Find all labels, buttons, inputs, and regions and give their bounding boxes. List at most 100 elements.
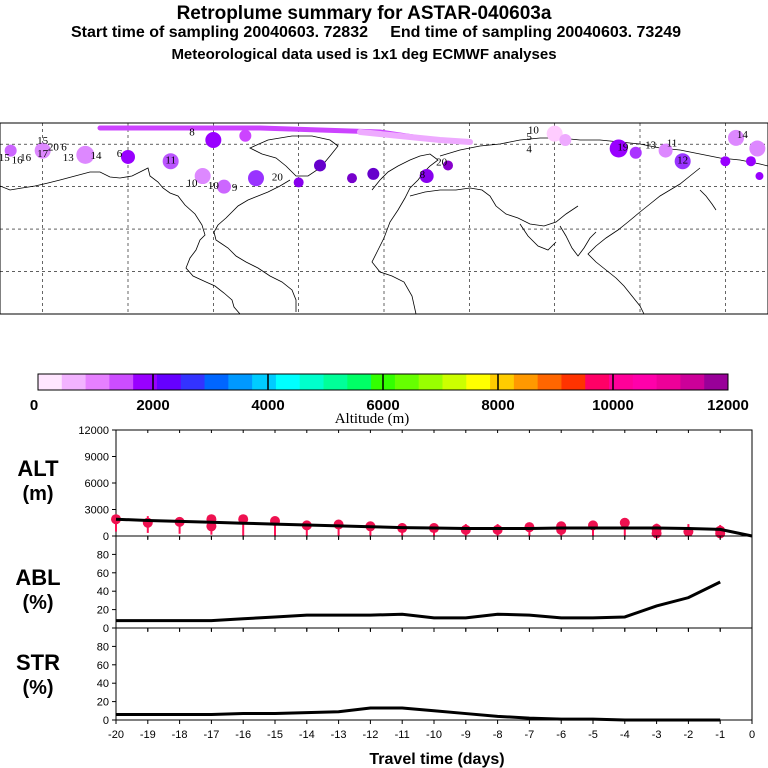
colorbar-tick-label: 4000 bbox=[251, 397, 284, 414]
x-tick-label: -10 bbox=[426, 729, 442, 741]
colorbar-swatch bbox=[680, 374, 705, 390]
colorbar-swatch bbox=[299, 374, 325, 390]
y-tick-label: 60 bbox=[97, 660, 109, 672]
x-tick-label: -11 bbox=[395, 729, 410, 741]
x-tick-label: -1 bbox=[715, 729, 725, 741]
x-tick-label: -9 bbox=[461, 729, 471, 741]
colorbar-swatch bbox=[585, 374, 610, 390]
colorbar-tick-label: 2000 bbox=[136, 397, 169, 414]
coast-med bbox=[409, 187, 579, 227]
colorbar-tick-label: 12000 bbox=[707, 397, 749, 414]
plume-blob bbox=[76, 145, 95, 164]
map-label: 6 bbox=[117, 148, 123, 160]
map-label: 6 bbox=[61, 142, 67, 154]
plume-blob bbox=[728, 129, 744, 146]
plume-blob bbox=[4, 144, 17, 157]
str-label: STR bbox=[16, 650, 60, 675]
y-tick-label: 12000 bbox=[78, 425, 109, 437]
colorbar-swatch bbox=[347, 374, 372, 390]
map-label: 14 bbox=[737, 129, 749, 141]
str-line bbox=[116, 706, 721, 722]
x-tick-label: -18 bbox=[172, 729, 188, 741]
alt-point bbox=[556, 524, 567, 535]
plume-blob bbox=[367, 167, 380, 180]
colorbar-swatch bbox=[109, 374, 134, 390]
y-tick-label: 0 bbox=[103, 715, 109, 727]
sampling-period: Start time of sampling 20040603. 72832 E… bbox=[70, 24, 682, 41]
colorbar-swatch bbox=[85, 374, 110, 390]
plume-blob bbox=[121, 149, 135, 164]
colorbar-swatch bbox=[394, 374, 420, 390]
map-label: 5 bbox=[526, 131, 532, 143]
alt-panel: 12000 9000 6000 3000 0 bbox=[78, 425, 753, 543]
y-tick-label: 0 bbox=[103, 531, 109, 543]
colorbar-swatch bbox=[466, 374, 491, 390]
plume-track bbox=[357, 129, 473, 145]
coast-asia-east bbox=[587, 167, 701, 315]
x-tick-label: -13 bbox=[331, 729, 347, 741]
plume-blob bbox=[293, 177, 304, 188]
abl-line bbox=[116, 580, 721, 623]
y-tick-label: 60 bbox=[97, 568, 109, 580]
map-label: 16 bbox=[20, 152, 32, 164]
plume-blob bbox=[609, 139, 628, 158]
x-axis-label: Travel time (days) bbox=[369, 751, 504, 768]
colorbar-swatch bbox=[275, 374, 301, 390]
abl-unit-label: (%) bbox=[22, 592, 53, 614]
plume-blob bbox=[419, 169, 434, 184]
x-tick-label: 0 bbox=[749, 729, 755, 741]
plume-blob bbox=[745, 156, 756, 167]
plume-blob bbox=[314, 159, 326, 172]
colorbar-swatch bbox=[252, 374, 277, 390]
colorbar-swatch bbox=[632, 374, 658, 390]
colorbar-swatch bbox=[656, 374, 681, 390]
map-label: 20 bbox=[436, 156, 448, 168]
str-unit-label: (%) bbox=[22, 677, 53, 699]
map-label: 16 bbox=[12, 154, 24, 166]
colorbar-tick-label: 0 bbox=[30, 397, 38, 414]
colorbar-tick-label: 8000 bbox=[481, 397, 514, 414]
coast-japan bbox=[699, 189, 717, 211]
colorbar-swatch bbox=[61, 374, 87, 390]
colorbar-swatch bbox=[561, 374, 586, 390]
map-label: 17 bbox=[37, 148, 49, 160]
map-label: 8 bbox=[189, 127, 195, 139]
map-label: 20 bbox=[48, 142, 60, 154]
panel-frame bbox=[115, 627, 753, 721]
y-tick-label: 9000 bbox=[85, 452, 109, 464]
map-label: 8 bbox=[420, 169, 426, 181]
x-tick-label: -2 bbox=[684, 729, 694, 741]
coast-greenland bbox=[249, 135, 339, 177]
colorbar-tick-label: 6000 bbox=[366, 397, 399, 414]
x-tick-label: -20 bbox=[108, 729, 124, 741]
plume-blob bbox=[720, 156, 731, 167]
y-tick-label: 80 bbox=[97, 549, 109, 561]
colorbar-tick-label: 10000 bbox=[592, 397, 634, 414]
plume-blob bbox=[629, 146, 642, 159]
alt-point bbox=[619, 517, 630, 528]
plume-blob bbox=[239, 129, 252, 142]
map-label: 12 bbox=[677, 154, 688, 166]
y-tick-label: 40 bbox=[97, 586, 109, 598]
y-tick-label: 80 bbox=[97, 641, 109, 653]
meteo-source: Meteorological data used is 1x1 deg ECMW… bbox=[171, 46, 557, 63]
y-tick-label: 20 bbox=[97, 697, 109, 709]
map-label: 15 bbox=[37, 135, 49, 147]
x-tick-label: -16 bbox=[235, 729, 251, 741]
map-label: 13 bbox=[645, 139, 657, 151]
map-label: 11 bbox=[667, 137, 678, 149]
alt-mean-line bbox=[115, 517, 753, 538]
plume-blob bbox=[755, 172, 764, 181]
colorbar-swatch bbox=[228, 374, 253, 390]
panel-frame bbox=[115, 535, 753, 629]
map-label: 20 bbox=[272, 171, 284, 183]
y-tick-label: 20 bbox=[97, 605, 109, 617]
coast-north-america bbox=[0, 167, 241, 315]
x-tick-label: -4 bbox=[620, 729, 630, 741]
x-tick-label: -5 bbox=[588, 729, 598, 741]
map-label: 14 bbox=[91, 150, 103, 162]
abl-label: ABL bbox=[15, 565, 60, 590]
